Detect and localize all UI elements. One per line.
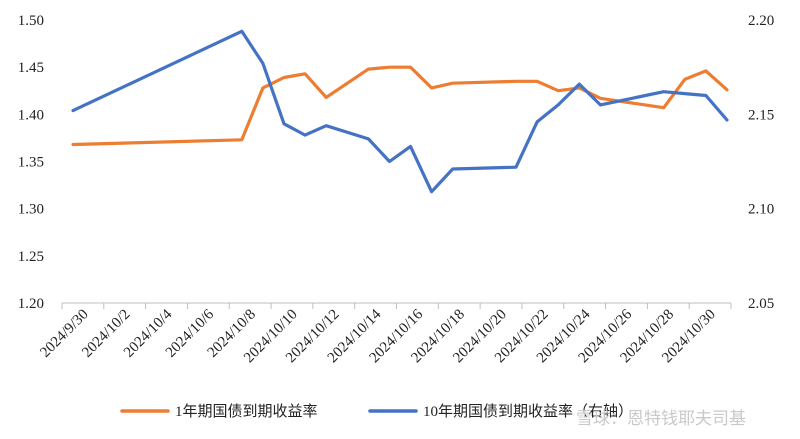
left-y-tick-label: 1.35 [18, 155, 44, 171]
legend-label: 10年期国债到期收益率（右轴） [423, 403, 633, 420]
series-lines [71, 29, 729, 194]
right-y-tick-label: 2.10 [748, 202, 774, 218]
left-y-tick-label: 1.40 [18, 107, 44, 123]
series-10y-line [71, 29, 729, 194]
left-y-tick-label: 1.25 [18, 249, 44, 265]
left-y-tick-label: 1.50 [18, 13, 44, 29]
left-y-tick-label: 1.30 [18, 202, 44, 218]
left-y-axis-ticks: 1.20 1.25 1.30 1.35 1.40 1.45 1.50 [18, 13, 44, 312]
x-axis-ticks: 2024/9/302024/10/22024/10/42024/10/62024… [37, 303, 732, 366]
legend: 1年期国债到期收益率 10年期国债到期收益率（右轴） [120, 403, 633, 420]
right-y-axis-ticks: 2.05 2.10 2.15 2.20 [748, 13, 774, 312]
right-y-tick-label: 2.15 [748, 107, 774, 123]
legend-label: 1年期国债到期收益率 [175, 403, 318, 420]
watermark: 雪球：恩特钱耶夫司基 [576, 409, 746, 429]
left-y-tick-label: 1.45 [18, 60, 44, 76]
series-1y-line [71, 65, 729, 147]
right-y-tick-label: 2.05 [748, 296, 774, 312]
left-y-tick-label: 1.20 [18, 296, 44, 312]
right-y-tick-label: 2.20 [748, 13, 774, 29]
